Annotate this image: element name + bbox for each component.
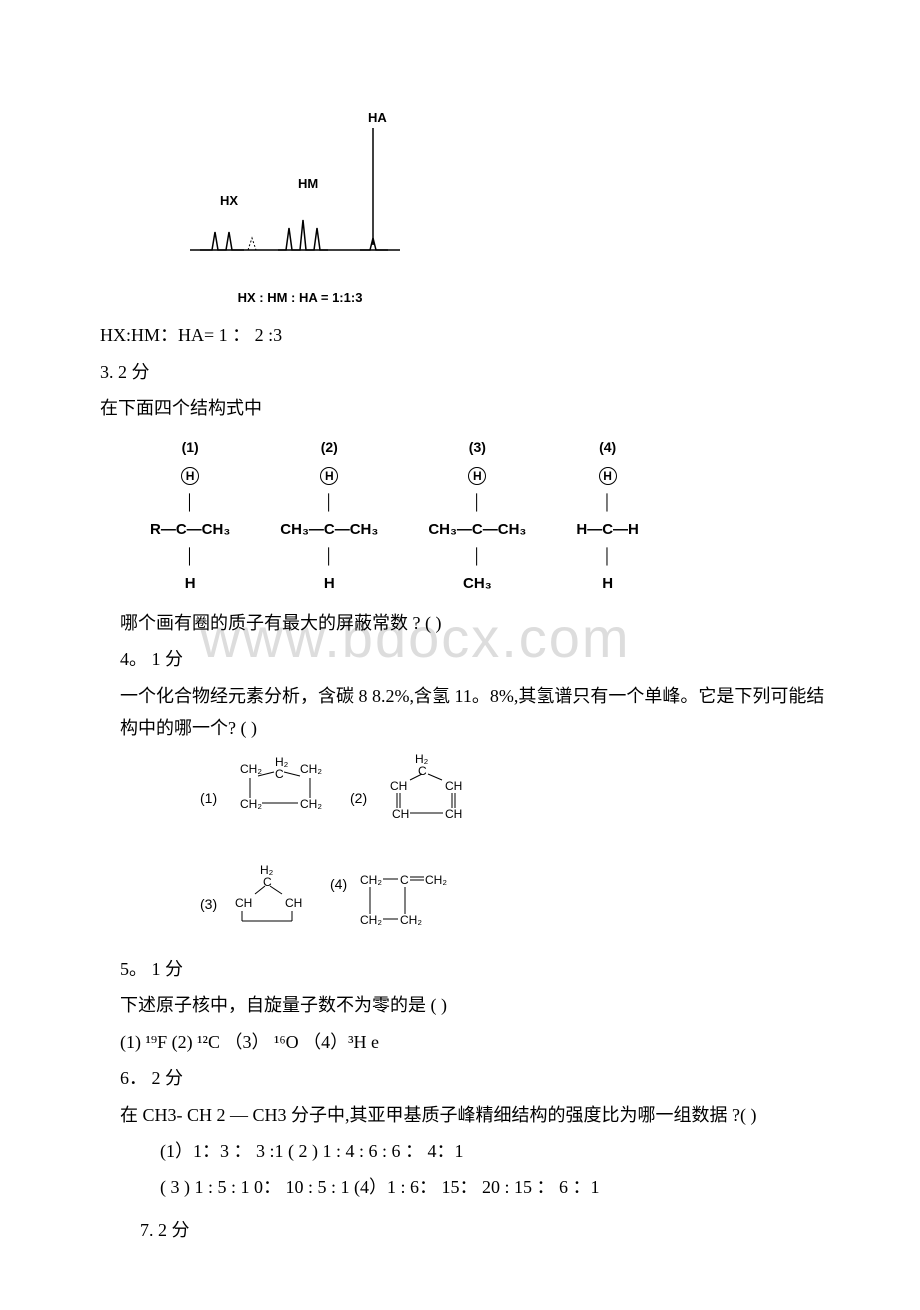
- hx-label: HX: [220, 193, 238, 208]
- q4-svg-2: (3) H₂ C CH CH (4) CH₂ C CH₂ CH₂ CH₂: [200, 859, 520, 939]
- svg-text:CH₂: CH₂: [400, 913, 422, 927]
- svg-text:CH: CH: [390, 779, 407, 793]
- q4-structures-row2: (3) H₂ C CH CH (4) CH₂ C CH₂ CH₂ CH₂: [200, 859, 840, 949]
- q3-structures: (1) H │ R―C―CH₃ │ H (2) H │ CH₃―C―CH₃ │ …: [150, 435, 840, 597]
- q3-prompt: 在下面四个结构式中: [100, 392, 840, 424]
- svg-text:CH: CH: [445, 807, 462, 821]
- hm-label: HM: [298, 176, 318, 191]
- q4-text: 一个化合物经元素分析，含碳 8 8.2%,含氢 11。8%,其氢谱只有一个单峰。…: [120, 680, 840, 745]
- svg-text:CH: CH: [285, 896, 302, 910]
- svg-text:CH: CH: [392, 807, 409, 821]
- svg-text:(1): (1): [200, 790, 217, 806]
- q4-svg-1: (1) CH₂ H₂ C CH₂ CH₂ CH₂ (2) H₂ C CH CH …: [200, 748, 500, 828]
- q4-number: 4。 1 分: [120, 643, 840, 675]
- svg-text:(3): (3): [200, 896, 217, 912]
- svg-text:CH₂: CH₂: [240, 797, 262, 811]
- q3-number: 3. 2 分: [100, 356, 840, 388]
- q3-struct-3: (3) H │ CH₃―C―CH₃ │ CH₃: [428, 435, 526, 597]
- svg-text:CH: CH: [445, 779, 462, 793]
- svg-text:C: C: [418, 764, 427, 778]
- svg-text:CH₂: CH₂: [425, 873, 447, 887]
- svg-text:CH: CH: [235, 896, 252, 910]
- svg-text:(2): (2): [350, 790, 367, 806]
- q6-prompt: 在 CH3- CH 2 — CH3 分子中,其亚甲基质子峰精细结构的强度比为哪一…: [120, 1099, 840, 1131]
- svg-text:C: C: [400, 873, 409, 887]
- q6-opt2: ( 3 ) 1 : 5 : 1 0： 10 : 5 : 1 (4）1 : 6： …: [160, 1171, 840, 1203]
- nmr-spectrum-figure: HA HM HX HX : HM : HA = 1:1:3: [170, 110, 840, 309]
- svg-text:CH₂: CH₂: [300, 762, 322, 776]
- ha-label: HA: [368, 110, 387, 125]
- q5-options: (1) ¹⁹F (2) ¹²C （3） ¹⁶O （4）³H e: [120, 1026, 840, 1058]
- q5-number: 5。 1 分: [120, 953, 840, 985]
- nmr-caption: HX : HM : HA = 1:1:3: [170, 286, 430, 309]
- svg-text:C: C: [275, 767, 284, 781]
- nmr-svg: HA HM HX: [170, 110, 430, 280]
- q6-opt1: (1）1：3 ： 3 :1 ( 2 ) 1 : 4 : 6 : 6 ： 4：1: [160, 1135, 840, 1167]
- q6-number: 6． 2 分: [120, 1062, 840, 1094]
- q3-struct-4: (4) H │ H―C―H │ H: [576, 435, 639, 597]
- svg-text:CH₂: CH₂: [360, 873, 382, 887]
- q7-number: 7. 2 分: [140, 1214, 840, 1246]
- q3-ask: 哪个画有圈的质子有最大的屏蔽常数 ? ( ): [120, 607, 840, 639]
- q3-struct-1: (1) H │ R―C―CH₃ │ H: [150, 435, 230, 597]
- q3-struct-2: (2) H │ CH₃―C―CH₃ │ H: [280, 435, 378, 597]
- q4-structures-row1: (1) CH₂ H₂ C CH₂ CH₂ CH₂ (2) H₂ C CH CH …: [200, 748, 840, 838]
- nmr-ratio-text: HX:HM：HA= 1 ： 2 :3: [100, 319, 840, 351]
- svg-text:CH₂: CH₂: [360, 913, 382, 927]
- svg-text:(4): (4): [330, 876, 347, 892]
- svg-text:CH₂: CH₂: [300, 797, 322, 811]
- svg-text:CH₂: CH₂: [240, 762, 262, 776]
- q5-prompt: 下述原子核中，自旋量子数不为零的是 ( ): [120, 989, 840, 1021]
